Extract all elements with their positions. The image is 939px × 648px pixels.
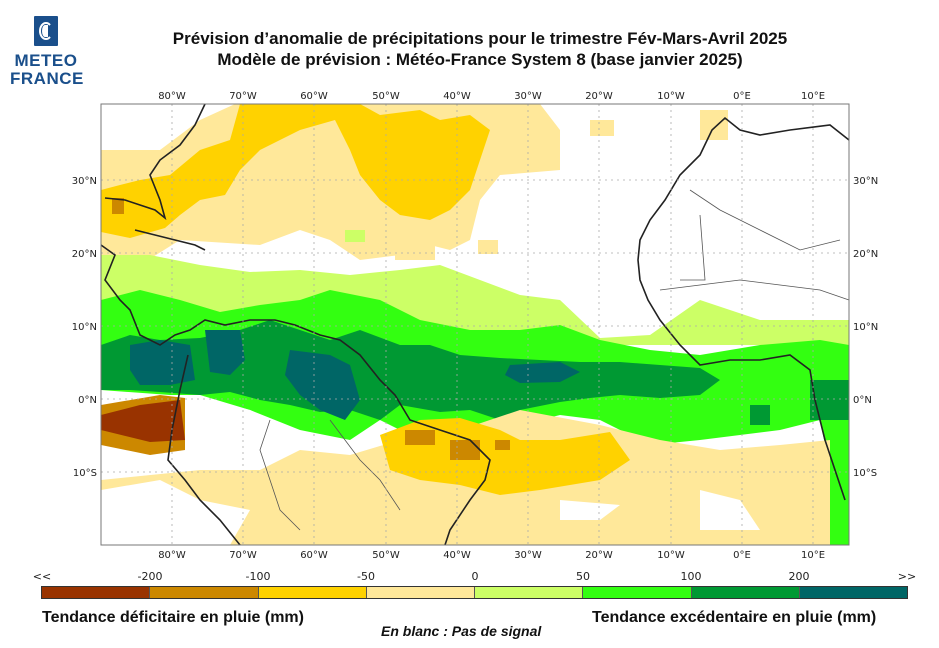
svg-text:10°S: 10°S [853, 468, 877, 479]
graticule [101, 104, 849, 545]
svg-text:50°W: 50°W [372, 91, 400, 102]
right-lat-labels: 30°N 20°N 10°N 0°N 10°S [853, 176, 878, 479]
svg-text:40°W: 40°W [443, 550, 471, 560]
country-borders [259, 189, 850, 531]
colorbar-swatch-minus50-0 [366, 587, 475, 598]
svg-text:40°W: 40°W [443, 91, 471, 102]
bottom-lon-labels: 80°W 70°W 60°W 50°W 40°W 30°W 20°W 10°W 0°E 1… [158, 550, 825, 560]
legend-excess-label: Tendance excédentaire en pluie (mm) [592, 609, 877, 626]
colorbar-swatch-50-100 [583, 587, 692, 598]
colorbar-swatch-minus100-minus50 [258, 587, 367, 598]
svg-text:70°W: 70°W [229, 550, 257, 560]
svg-text:20°W: 20°W [585, 550, 613, 560]
svg-text:0°E: 0°E [733, 550, 751, 560]
coastlines [100, 103, 850, 546]
colorbar-swatch-lt-minus200 [42, 587, 151, 598]
svg-text:30°N: 30°N [72, 176, 97, 187]
colorbar-tick: 100 [680, 570, 702, 583]
svg-text:10°N: 10°N [853, 322, 878, 333]
svg-text:20°N: 20°N [853, 249, 878, 260]
svg-text:20°W: 20°W [585, 91, 613, 102]
svg-text:0°N: 0°N [78, 395, 97, 406]
svg-text:30°W: 30°W [514, 91, 542, 102]
meteo-france-logo: METEO FRANCE [10, 14, 84, 88]
svg-text:20°N: 20°N [72, 249, 97, 260]
colorbar-tick: -200 [137, 570, 163, 583]
colorbar-tick: 0 [471, 570, 479, 583]
colorbar [41, 586, 908, 599]
legend-no-signal-note: En blanc : Pas de signal [381, 623, 542, 639]
precipitation-anomaly-map: 80°W 70°W 60°W 50°W 40°W 30°W 20°W 10°W 0°E 1… [72, 91, 878, 560]
svg-text:30°W: 30°W [514, 550, 542, 560]
legend-deficit-label: Tendance déficitaire en pluie (mm) [42, 609, 304, 626]
svg-text:0°N: 0°N [853, 395, 872, 406]
colorbar-swatch-100-200 [691, 587, 800, 598]
colorbar-swatch-0-50 [475, 587, 584, 598]
logo-text-meteo: METEO [14, 51, 78, 70]
colorbar-tick: 200 [788, 570, 810, 583]
colorbar-tick: -100 [245, 570, 271, 583]
svg-text:10°E: 10°E [801, 91, 825, 102]
svg-text:80°W: 80°W [158, 91, 186, 102]
svg-text:30°N: 30°N [853, 176, 878, 187]
colorbar-tick: >> [897, 570, 917, 583]
meteo-france-logo-icon [34, 16, 58, 46]
colorbar-tick: -50 [357, 570, 375, 583]
colorbar-tick: 50 [576, 570, 590, 583]
svg-text:0°E: 0°E [733, 91, 751, 102]
top-lon-labels: 80°W 70°W 60°W 50°W 40°W 30°W 20°W 10°W 0°E 1… [158, 91, 825, 102]
logo-text-france: FRANCE [10, 69, 84, 88]
chart-subtitle: Modèle de prévision : Météo-France Syste… [217, 50, 743, 69]
svg-text:70°W: 70°W [229, 91, 257, 102]
svg-text:60°W: 60°W [300, 550, 328, 560]
left-lat-labels: 30°N 20°N 10°N 0°N 10°S [72, 176, 97, 479]
anomaly-field [101, 104, 849, 545]
svg-text:10°W: 10°W [657, 550, 685, 560]
svg-text:60°W: 60°W [300, 91, 328, 102]
svg-text:10°S: 10°S [73, 468, 97, 479]
colorbar-swatch-minus200-minus100 [150, 587, 259, 598]
colorbar-tick: << [32, 570, 52, 583]
svg-text:10°N: 10°N [72, 322, 97, 333]
map-frame [100, 103, 850, 546]
colorbar-swatch-gt-200 [799, 587, 907, 598]
svg-text:50°W: 50°W [372, 550, 400, 560]
svg-text:80°W: 80°W [158, 550, 186, 560]
svg-text:10°W: 10°W [657, 91, 685, 102]
svg-text:10°E: 10°E [801, 550, 825, 560]
chart-title: Prévision d’anomalie de précipitations p… [172, 29, 788, 48]
